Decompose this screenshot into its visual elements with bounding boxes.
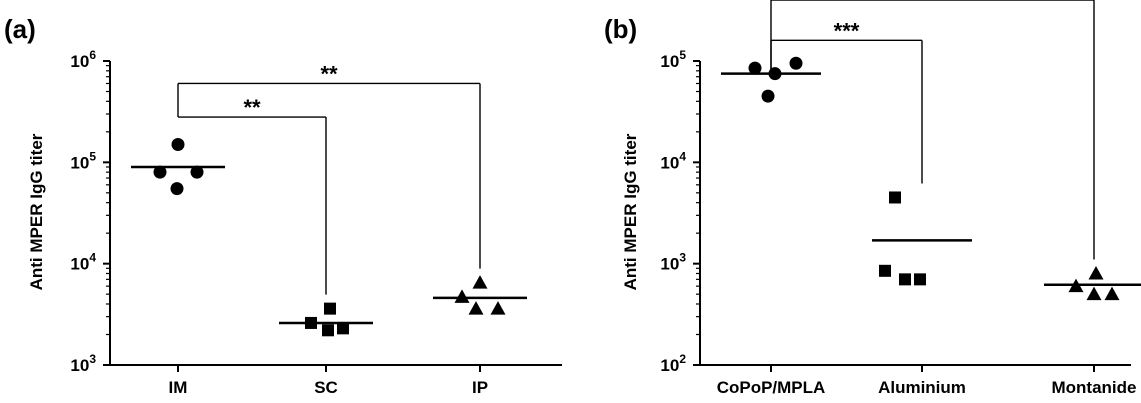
data-point	[899, 273, 911, 286]
y-axis-label-a: Anti MPER IgG titer	[27, 133, 46, 290]
y-tick-label: 102	[660, 352, 686, 375]
data-point	[768, 67, 782, 81]
y-tick-base: 10	[660, 356, 679, 375]
y-tick-label: 106	[70, 48, 96, 71]
y-tick-base: 10	[660, 52, 679, 71]
x-tick-label: Montanide	[1052, 378, 1137, 397]
y-tick-label: 105	[70, 149, 96, 172]
y-tick-base: 10	[70, 255, 89, 274]
x-tick-label: Aluminium	[878, 378, 966, 397]
data-point	[171, 137, 185, 151]
y-tick-label: 103	[660, 251, 686, 274]
data-point	[490, 301, 506, 315]
data-point	[472, 275, 488, 289]
data-point	[748, 61, 762, 75]
y-tick-exponent: 5	[679, 48, 686, 62]
data-point	[324, 302, 336, 315]
y-tick-exponent: 4	[89, 251, 96, 265]
x-tick-label: IM	[169, 378, 188, 397]
panel-label-a: (a)	[4, 14, 36, 44]
panel-label-b: (b)	[604, 14, 637, 44]
significance-label: ***	[920, 0, 946, 3]
panel-b: (b) Anti MPER IgG titer 102103104105CoPo…	[604, 0, 1141, 397]
x-tick-label: IP	[472, 378, 488, 397]
data-point	[889, 191, 901, 204]
data-point	[305, 316, 317, 329]
y-tick-exponent: 2	[679, 352, 686, 366]
y-tick-exponent: 3	[679, 251, 686, 265]
y-tick-exponent: 5	[89, 149, 96, 163]
y-tick-exponent: 6	[89, 48, 96, 62]
y-tick-label: 105	[660, 48, 686, 71]
y-tick-label: 104	[70, 251, 96, 274]
y-tick-exponent: 3	[89, 352, 96, 366]
data-point	[337, 322, 349, 335]
y-tick-base: 10	[70, 356, 89, 375]
x-tick-label: SC	[314, 378, 338, 397]
significance-label: **	[243, 95, 261, 120]
data-point	[1104, 286, 1120, 301]
y-tick-base: 10	[660, 255, 679, 274]
data-point	[153, 165, 167, 179]
y-tick-base: 10	[660, 153, 679, 172]
data-point	[1086, 286, 1102, 301]
data-point	[1088, 265, 1104, 280]
significance-label: ***	[834, 18, 860, 43]
y-tick-label: 104	[660, 149, 686, 172]
data-point	[454, 289, 470, 303]
data-point	[1068, 278, 1084, 293]
data-point	[914, 273, 926, 286]
data-point	[322, 324, 334, 337]
y-tick-label: 103	[70, 352, 96, 375]
significance-label: **	[320, 61, 338, 86]
data-point	[789, 56, 803, 70]
y-axis-label-b: Anti MPER IgG titer	[621, 133, 640, 290]
data-point	[468, 301, 484, 315]
data-point	[761, 89, 775, 103]
y-tick-base: 10	[70, 153, 89, 172]
data-point	[170, 182, 184, 196]
data-point	[190, 165, 204, 179]
y-tick-exponent: 4	[679, 149, 686, 163]
data-point	[879, 264, 891, 277]
y-tick-base: 10	[70, 52, 89, 71]
x-tick-label: CoPoP/MPLA	[717, 378, 826, 397]
